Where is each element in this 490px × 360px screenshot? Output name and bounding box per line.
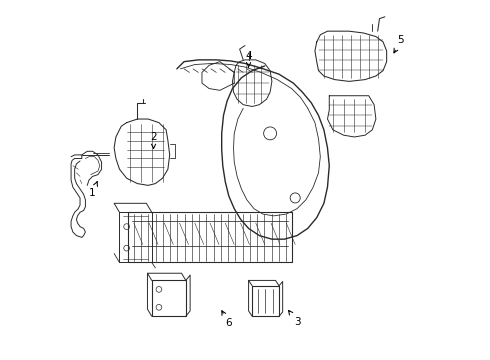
- Text: 6: 6: [222, 311, 232, 328]
- Text: 4: 4: [245, 51, 252, 67]
- Text: 5: 5: [394, 35, 404, 53]
- Text: 2: 2: [150, 132, 157, 148]
- Text: 1: 1: [89, 182, 98, 198]
- Text: 3: 3: [289, 310, 300, 327]
